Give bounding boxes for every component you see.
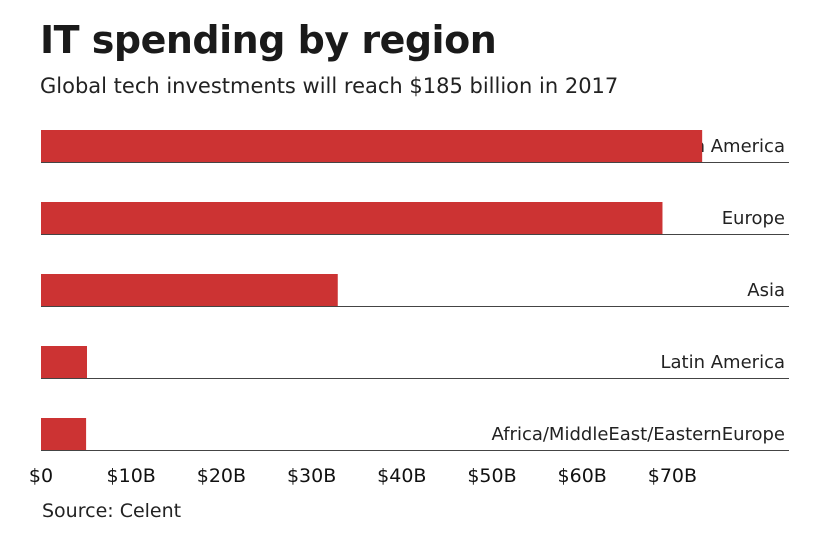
- x-tick-label: $70B: [648, 465, 697, 487]
- x-axis-ticks: $0 $10B $20B $30B $40B $50B $60B $70B: [29, 465, 697, 487]
- x-tick-label: $60B: [558, 465, 607, 487]
- x-tick-label: $50B: [467, 465, 516, 487]
- chart-subtitle: Global tech investments will reach $185 …: [40, 74, 619, 98]
- x-tick-label: $40B: [377, 465, 426, 487]
- bar: [41, 418, 87, 450]
- x-tick-label: $30B: [287, 465, 336, 487]
- x-tick-label: $10B: [107, 465, 156, 487]
- category-label: Asia: [747, 280, 785, 301]
- category-label: Africa/MiddleEast/EasternEurope: [492, 424, 785, 445]
- category-label: Latin America: [661, 352, 786, 373]
- bar: [41, 274, 338, 306]
- x-tick-label: $20B: [197, 465, 246, 487]
- bar: [41, 130, 703, 162]
- source-note: Source: Celent: [42, 500, 182, 522]
- category-label: Europe: [722, 208, 785, 229]
- bar: [41, 202, 663, 234]
- bar: [41, 346, 88, 378]
- chart-title: IT spending by region: [40, 18, 497, 62]
- x-tick-label: $0: [29, 465, 53, 487]
